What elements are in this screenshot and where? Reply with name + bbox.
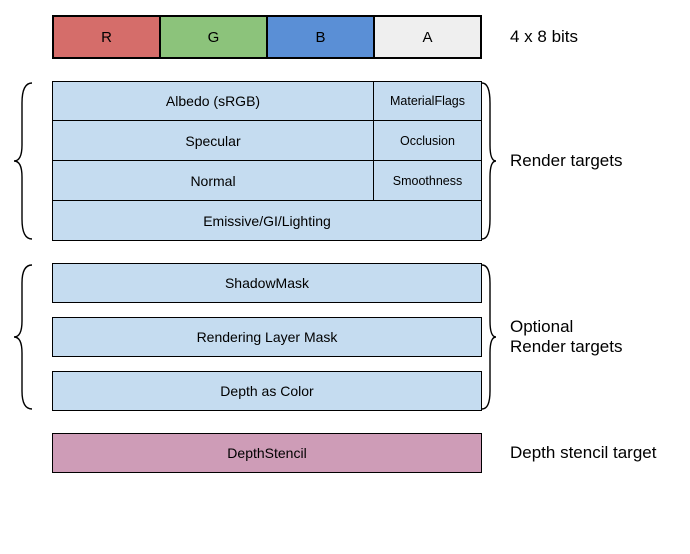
rt-occlusion: Occlusion [374, 121, 481, 160]
optional-render-targets-group: ShadowMask Rendering Layer Mask Depth as… [10, 263, 680, 411]
rt-layermask-row: Rendering Layer Mask [52, 317, 482, 357]
channel-b: B [268, 17, 375, 57]
render-targets-label: Render targets [496, 151, 680, 171]
rt-materialflags: MaterialFlags [374, 82, 481, 120]
depth-stencil-caption: Depth stencil target [496, 443, 680, 463]
render-targets-group: Albedo (sRGB) MaterialFlags Specular Occ… [10, 81, 680, 241]
left-brace-icon [10, 263, 38, 411]
right-brace-icon [482, 81, 496, 241]
rt-specular: Specular [53, 121, 374, 160]
optional-render-targets-label: Optional Render targets [496, 317, 680, 357]
left-brace-icon [10, 81, 38, 241]
rt-layermask: Rendering Layer Mask [53, 318, 481, 356]
channel-g: G [161, 17, 268, 57]
rt-depthcolor: Depth as Color [53, 372, 481, 410]
render-targets-table: Albedo (sRGB) MaterialFlags Specular Occ… [52, 81, 482, 241]
rt-shadowmask-row: ShadowMask [52, 263, 482, 303]
rt-albedo: Albedo (sRGB) [53, 82, 374, 120]
optional-render-targets-table: ShadowMask Rendering Layer Mask Depth as… [52, 263, 482, 411]
rt-depthcolor-row: Depth as Color [52, 371, 482, 411]
channel-r: R [54, 17, 161, 57]
rt-normal: Normal [53, 161, 374, 200]
right-brace-icon [482, 263, 496, 411]
depth-stencil-label: DepthStencil [53, 434, 481, 472]
rt-normal-row: Normal Smoothness [52, 161, 482, 201]
channel-a: A [375, 17, 480, 57]
rgba-caption: 4 x 8 bits [496, 27, 680, 47]
rt-emissive: Emissive/GI/Lighting [53, 201, 481, 240]
rt-specular-row: Specular Occlusion [52, 121, 482, 161]
rt-shadowmask: ShadowMask [53, 264, 481, 302]
rt-emissive-row: Emissive/GI/Lighting [52, 201, 482, 241]
rt-smoothness: Smoothness [374, 161, 481, 200]
rt-albedo-row: Albedo (sRGB) MaterialFlags [52, 81, 482, 121]
rgba-box: R G B A [52, 15, 482, 59]
rgba-header-row: R G B A 4 x 8 bits [10, 15, 680, 59]
depth-stencil-row: DepthStencil Depth stencil target [10, 433, 680, 473]
depth-stencil-box: DepthStencil [52, 433, 482, 473]
